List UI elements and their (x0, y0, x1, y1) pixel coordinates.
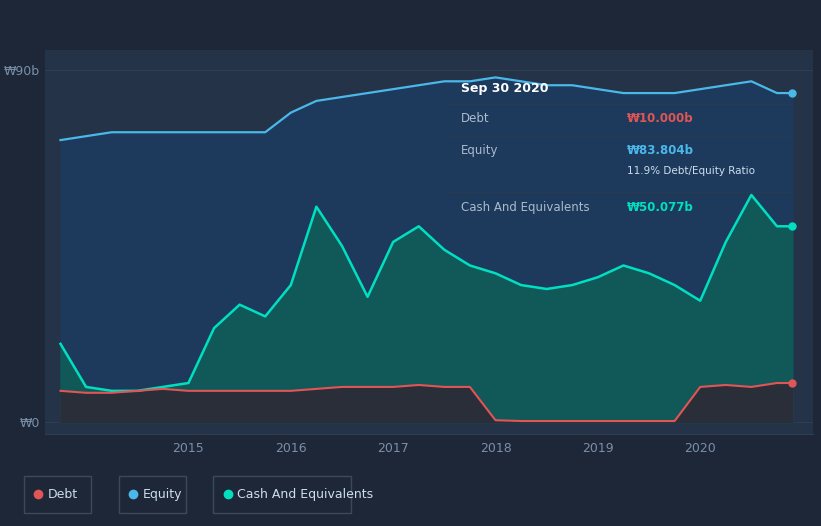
Text: Debt: Debt (48, 488, 78, 501)
Text: Debt: Debt (461, 112, 490, 125)
FancyBboxPatch shape (213, 476, 351, 513)
Text: Cash And Equivalents: Cash And Equivalents (237, 488, 374, 501)
Text: Cash And Equivalents: Cash And Equivalents (461, 201, 589, 214)
Text: Equity: Equity (143, 488, 182, 501)
FancyBboxPatch shape (25, 476, 91, 513)
Text: 11.9% Debt/Equity Ratio: 11.9% Debt/Equity Ratio (626, 166, 754, 177)
Text: Equity: Equity (461, 145, 498, 157)
FancyBboxPatch shape (119, 476, 186, 513)
Text: ₩50.077b: ₩50.077b (626, 201, 694, 214)
Text: ₩83.804b: ₩83.804b (626, 145, 694, 157)
Text: Sep 30 2020: Sep 30 2020 (461, 82, 548, 95)
Text: ₩10.000b: ₩10.000b (626, 112, 694, 125)
